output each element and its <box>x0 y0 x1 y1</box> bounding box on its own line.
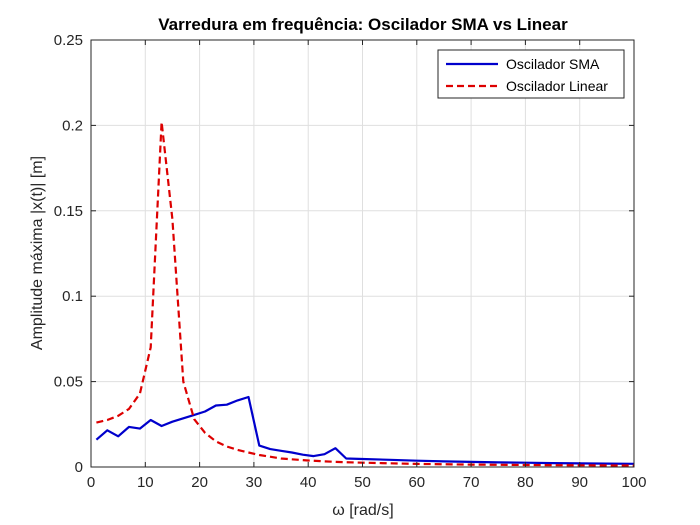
legend-box <box>437 49 625 99</box>
y-tick-label: 0.05 <box>54 374 83 391</box>
x-tick-label: 100 <box>621 474 646 491</box>
chart-title: Varredura em frequência: Oscilador SMA v… <box>158 15 568 34</box>
x-tick-label: 0 <box>87 474 95 491</box>
x-tick-label: 30 <box>246 474 263 491</box>
x-tick-label: 70 <box>463 474 480 491</box>
y-tick-label: 0.2 <box>62 117 83 134</box>
x-tick-label: 60 <box>408 474 425 491</box>
series-line-1 <box>95 395 635 465</box>
legend: Oscilador SMA Oscilador Linear <box>437 49 625 99</box>
x-tick-label: 80 <box>517 474 534 491</box>
legend-label-2: Oscilador Linear <box>506 78 608 94</box>
y-tick-label: 0.25 <box>54 32 83 49</box>
x-tick-label: 10 <box>137 474 154 491</box>
x-tick-label: 20 <box>191 474 208 491</box>
x-tick-label: 50 <box>354 474 371 491</box>
x-tick-label: 40 <box>300 474 317 491</box>
x-axis-label: ω [rad/s] <box>332 502 393 519</box>
legend-label-1: Oscilador SMA <box>506 56 600 72</box>
x-tick-label: 90 <box>571 474 588 491</box>
y-tick-label: 0.15 <box>54 203 83 220</box>
y-tick-label: 0.1 <box>62 288 83 305</box>
y-axis-label: Amplitude máxima |x(t)| [m] <box>29 156 46 350</box>
y-tick-label: 0 <box>75 459 83 476</box>
